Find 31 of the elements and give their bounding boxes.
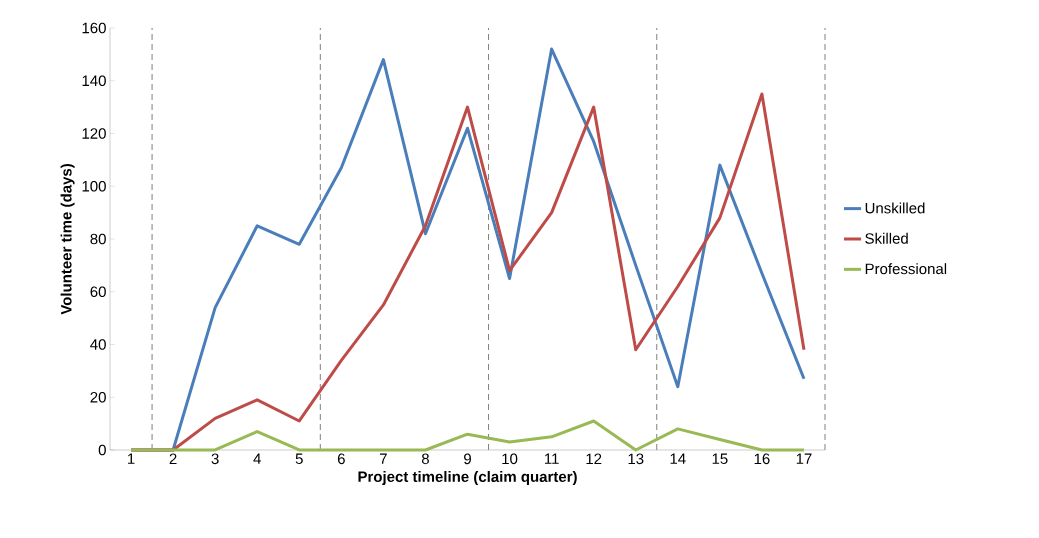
x-tick-label: 1: [128, 453, 135, 464]
x-tick-label: 12: [586, 453, 602, 464]
x-tick-label: 11: [544, 453, 559, 464]
x-tick-label: 14: [670, 453, 686, 464]
x-tick-label: 13: [628, 453, 644, 465]
x-tick-label: 16: [754, 453, 770, 465]
x-tick-label: 17: [796, 453, 812, 464]
y-tick-label: 60: [90, 286, 106, 298]
x-tick-label: 15: [712, 453, 728, 464]
y-tick-label: 160: [82, 22, 106, 34]
x-tick-label: 4: [253, 453, 261, 464]
legend-label: Skilled: [865, 232, 908, 244]
legend-label: Professional: [865, 263, 947, 275]
x-tick-label: 5: [295, 453, 303, 464]
x-tick-label: 9: [464, 453, 471, 465]
x-tick-label: 10: [502, 453, 518, 465]
x-tick-label: 3: [211, 453, 219, 465]
y-tick-label: 80: [90, 233, 106, 245]
legend-label: Unskilled: [865, 202, 925, 214]
y-axis-title: Volunteer time (days): [60, 164, 75, 315]
x-tick-label: 2: [169, 453, 177, 464]
y-tick-label: 0: [98, 444, 106, 456]
x-tick-label: 6: [337, 453, 345, 465]
x-tick-label: 7: [379, 453, 387, 464]
y-tick-label: 140: [82, 75, 106, 87]
x-tick-label: 8: [421, 453, 429, 465]
y-tick-label: 100: [82, 180, 106, 192]
y-tick-label: 20: [90, 391, 106, 403]
x-axis-title: Project timeline (claim quarter): [358, 471, 577, 485]
y-tick-label: 120: [82, 128, 106, 139]
y-tick-label: 40: [90, 339, 106, 350]
